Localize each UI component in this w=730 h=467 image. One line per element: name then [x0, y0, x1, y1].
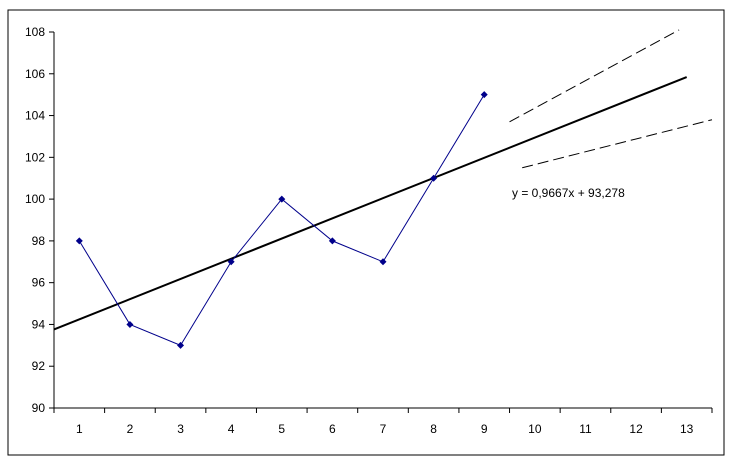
- y-tick-label: 102: [25, 150, 45, 164]
- data-point-marker: [126, 320, 134, 328]
- x-tick-label: 3: [177, 422, 184, 436]
- x-tick-label: 2: [127, 422, 134, 436]
- y-tick-label: 94: [32, 317, 46, 331]
- data-point-marker: [75, 237, 83, 245]
- x-tick-label: 10: [528, 422, 542, 436]
- upper-bound-dashed-line: [509, 29, 680, 123]
- data-point-marker: [328, 237, 336, 245]
- chart-border: [7, 9, 725, 456]
- trendline: [53, 76, 688, 331]
- x-tick-label: 11: [579, 422, 592, 436]
- x-tick-label: 5: [278, 422, 285, 436]
- y-tick-label: 104: [25, 109, 45, 123]
- data-point-marker: [278, 195, 286, 203]
- y-tick-label: 108: [25, 25, 45, 39]
- x-tick-label: 12: [629, 422, 643, 436]
- x-tick-label: 8: [430, 422, 437, 436]
- trendline-equation-label: y = 0,9667x + 93,278: [512, 186, 625, 200]
- x-tick-label: 6: [329, 422, 336, 436]
- data-point-marker: [227, 258, 235, 266]
- data-point-marker: [430, 174, 438, 182]
- lower-bound-dashed-line: [522, 119, 713, 169]
- x-tick-label: 1: [76, 422, 83, 436]
- y-tick-label: 90: [32, 401, 46, 415]
- data-point-marker: [480, 91, 488, 99]
- data-point-marker: [177, 341, 185, 349]
- x-tick-label: 13: [680, 422, 694, 436]
- y-tick-label: 106: [25, 67, 45, 81]
- data-point-marker: [379, 258, 387, 266]
- x-tick-label: 7: [380, 422, 387, 436]
- y-tick-label: 100: [25, 192, 45, 206]
- x-tick-label: 9: [481, 422, 488, 436]
- y-tick-label: 92: [32, 359, 46, 373]
- y-tick-label: 96: [32, 276, 46, 290]
- y-tick-label: 98: [32, 234, 46, 248]
- x-tick-label: 4: [228, 422, 235, 436]
